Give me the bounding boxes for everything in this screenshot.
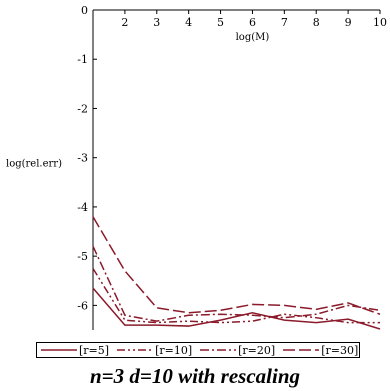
y-tick-label: -3 bbox=[77, 152, 88, 165]
x-tick-label: 10 bbox=[373, 16, 387, 29]
x-tick-label: 8 bbox=[313, 16, 320, 29]
legend-label-r10: [r=10] bbox=[155, 343, 193, 357]
x-tick-label: 3 bbox=[153, 16, 160, 29]
legend-item-r5: [r=5] bbox=[41, 344, 109, 357]
legend-item-r30: [r=30] bbox=[283, 344, 358, 357]
legend-swatch-r30 bbox=[283, 349, 320, 351]
x-tick-label: 7 bbox=[281, 16, 288, 29]
series-layer bbox=[92, 216, 381, 330]
series-line-2 bbox=[92, 245, 381, 322]
y-tick-label: -5 bbox=[77, 250, 88, 263]
legend-label-r20: [r=20] bbox=[238, 343, 276, 357]
x-tick-label: 2 bbox=[121, 16, 128, 29]
x-tick-label: 4 bbox=[185, 16, 192, 29]
legend-item-r20: [r=20] bbox=[200, 344, 275, 357]
legend: [r=5] [r=10] [r=20] [r=30] bbox=[36, 342, 360, 358]
y-tick-label: -1 bbox=[77, 53, 88, 66]
legend-swatch-r10 bbox=[117, 349, 154, 351]
legend-label-r5: [r=5] bbox=[79, 343, 110, 357]
series-line-3 bbox=[92, 216, 381, 315]
x-tick-label: 9 bbox=[345, 16, 352, 29]
legend-swatch-r5 bbox=[41, 349, 77, 351]
legend-label-r30: [r=30] bbox=[321, 343, 359, 357]
y-tick-label: -2 bbox=[77, 102, 88, 115]
chart: 2 3 4 5 6 7 8 9 10 0 -1 -2 -3 -4 -5 -6 log(M) log(rel.e… bbox=[6, 4, 387, 330]
legend-swatch-r20 bbox=[200, 349, 237, 351]
x-tick-label: 6 bbox=[249, 16, 256, 29]
y-tick-label: -6 bbox=[77, 299, 88, 312]
x-axis-label: log(M) bbox=[236, 32, 270, 43]
y-tick-label: 0 bbox=[81, 4, 88, 17]
y-tick-label: -4 bbox=[77, 201, 88, 214]
legend-item-r10: [r=10] bbox=[117, 344, 192, 357]
chart-caption: n=3 d=10 with rescaling bbox=[89, 364, 301, 388]
x-tick-label: 5 bbox=[217, 16, 224, 29]
series-line-1 bbox=[92, 268, 380, 324]
axes: 2 3 4 5 6 7 8 9 10 0 -1 -2 -3 -4 -5 -6 bbox=[77, 4, 387, 330]
y-axis-label: log(rel.err) bbox=[6, 159, 62, 170]
